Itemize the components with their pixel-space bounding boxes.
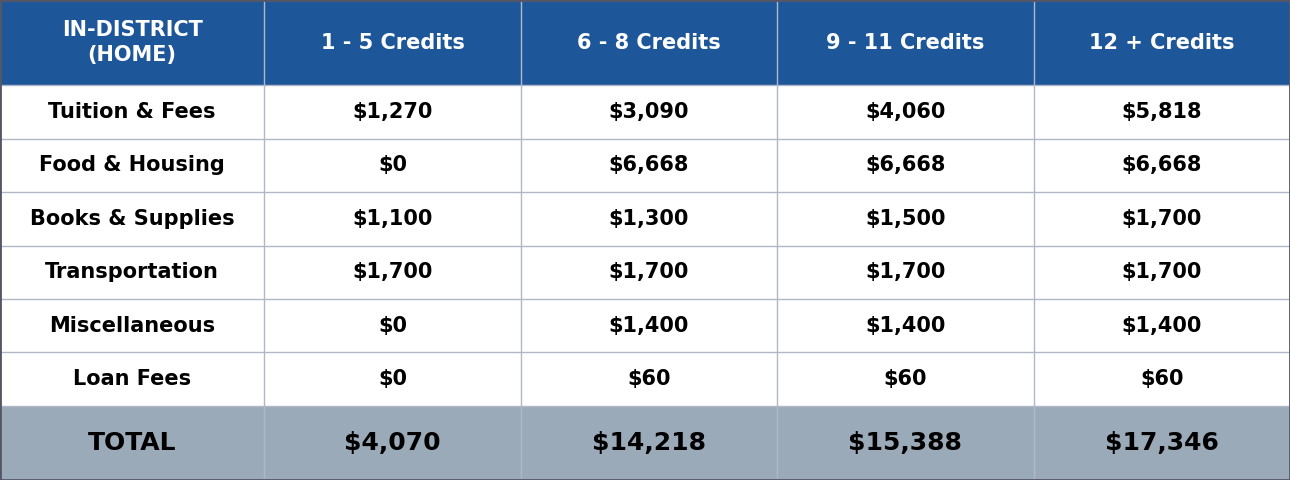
Text: $60: $60: [884, 369, 928, 389]
Text: 9 - 11 Credits: 9 - 11 Credits: [826, 33, 984, 53]
Bar: [0, 0, 1290, 85]
Text: $3,090: $3,090: [609, 102, 689, 122]
Text: $4,060: $4,060: [866, 102, 946, 122]
Text: $1,400: $1,400: [866, 315, 946, 336]
Text: 1 - 5 Credits: 1 - 5 Credits: [321, 33, 464, 53]
Bar: [0, 406, 1290, 480]
Text: $0: $0: [378, 315, 408, 336]
Text: 12 + Credits: 12 + Credits: [1089, 33, 1235, 53]
Text: $1,700: $1,700: [609, 262, 689, 282]
Text: $1,700: $1,700: [1121, 209, 1202, 229]
Text: $1,700: $1,700: [1121, 262, 1202, 282]
Text: Loan Fees: Loan Fees: [74, 369, 191, 389]
Text: $1,700: $1,700: [866, 262, 946, 282]
Text: $60: $60: [1140, 369, 1183, 389]
Text: $60: $60: [627, 369, 671, 389]
Text: $6,668: $6,668: [1121, 156, 1202, 176]
Text: $14,218: $14,218: [592, 431, 706, 455]
Bar: [0, 139, 1290, 192]
Text: $0: $0: [378, 369, 408, 389]
Text: $1,700: $1,700: [352, 262, 433, 282]
Bar: [0, 245, 1290, 299]
Text: $6,668: $6,668: [609, 156, 689, 176]
Text: $1,400: $1,400: [1121, 315, 1202, 336]
Text: Books & Supplies: Books & Supplies: [30, 209, 235, 229]
Text: 6 - 8 Credits: 6 - 8 Credits: [577, 33, 721, 53]
Text: $5,818: $5,818: [1121, 102, 1202, 122]
Bar: [0, 192, 1290, 246]
Text: TOTAL: TOTAL: [88, 431, 177, 455]
Text: $6,668: $6,668: [866, 156, 946, 176]
Bar: [0, 299, 1290, 352]
Text: $4,070: $4,070: [344, 431, 441, 455]
Text: Transportation: Transportation: [45, 262, 219, 282]
Text: Tuition & Fees: Tuition & Fees: [49, 102, 215, 122]
Text: IN-DISTRICT
(HOME): IN-DISTRICT (HOME): [62, 20, 203, 65]
Bar: [0, 352, 1290, 406]
Text: $1,500: $1,500: [866, 209, 946, 229]
Text: $1,100: $1,100: [352, 209, 433, 229]
Text: $17,346: $17,346: [1104, 431, 1219, 455]
Text: $1,300: $1,300: [609, 209, 689, 229]
Text: Miscellaneous: Miscellaneous: [49, 315, 215, 336]
Text: $1,400: $1,400: [609, 315, 689, 336]
Text: $1,270: $1,270: [352, 102, 433, 122]
Text: $0: $0: [378, 156, 408, 176]
Bar: [0, 85, 1290, 139]
Text: Food & Housing: Food & Housing: [40, 156, 224, 176]
Text: $15,388: $15,388: [849, 431, 962, 455]
